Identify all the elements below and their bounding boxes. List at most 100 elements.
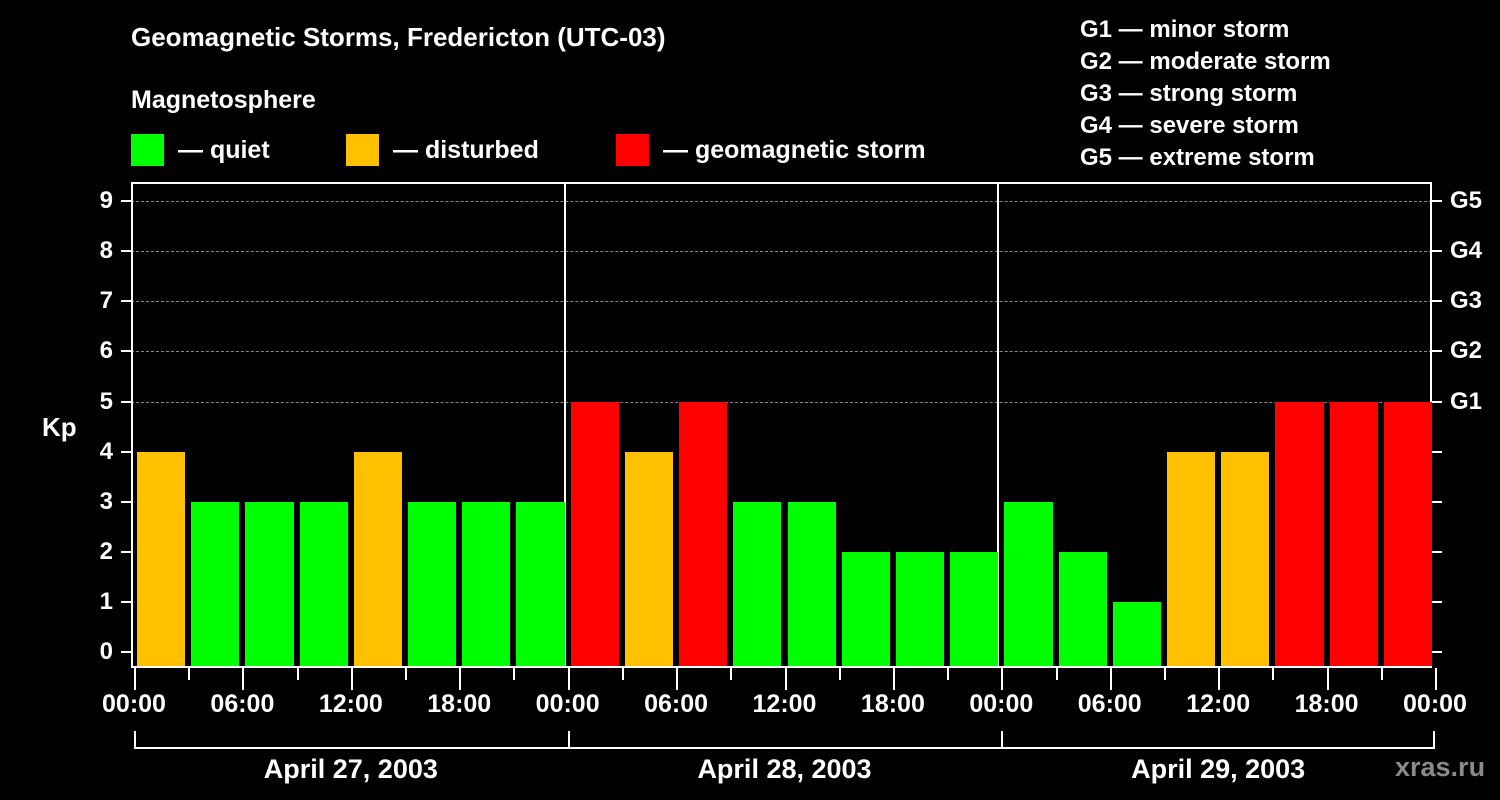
x-tick: [1435, 668, 1437, 690]
kp-bar: [245, 501, 294, 666]
x-tick: [730, 668, 733, 680]
g-scale-label: G2: [1450, 337, 1483, 365]
kp-bar: [1112, 601, 1161, 666]
legend-quiet-label: — quiet: [178, 135, 270, 164]
quiet-swatch: [131, 134, 164, 166]
y-tick-label: 5: [99, 387, 113, 415]
gridline: [131, 251, 1432, 253]
y-tick-label: 7: [99, 287, 113, 315]
y-tick: [121, 450, 131, 453]
y-tick-label: 3: [99, 487, 113, 515]
x-tick: [1163, 668, 1166, 680]
x-tick: [242, 668, 245, 690]
kp-bar: [516, 501, 565, 666]
x-tick: [1218, 668, 1221, 690]
x-tick: [567, 668, 570, 690]
x-tick-label: 12:00: [1186, 690, 1251, 718]
y-tick-label: 9: [99, 187, 113, 215]
g-scale-label: G5: [1450, 187, 1483, 215]
x-tick: [459, 668, 462, 690]
disturbed-swatch: [346, 134, 379, 166]
kp-bar: [733, 501, 782, 666]
g-scale-label: G3: [1450, 287, 1483, 315]
kp-bar: [1004, 501, 1053, 666]
x-tick: [892, 668, 895, 690]
x-tick: [188, 668, 191, 680]
x-tick: [405, 668, 408, 680]
chart-title: Geomagnetic Storms, Fredericton (UTC-03): [131, 22, 666, 52]
kp-bar: [1058, 551, 1107, 666]
y-tick: [121, 550, 131, 553]
x-tick: [621, 668, 624, 680]
g1-legend: G1 — minor storm: [1080, 16, 1290, 43]
date-label: April 27, 2003: [263, 754, 438, 784]
x-tick: [1001, 668, 1004, 690]
legend-disturbed-label: — disturbed: [393, 135, 539, 164]
y-tick: [121, 350, 131, 353]
kp-bar: [1221, 451, 1270, 666]
x-tick-label: 12:00: [318, 690, 383, 718]
watermark: xras.ru: [1395, 752, 1486, 782]
bracket-tick: [567, 731, 570, 749]
kp-bar: [137, 451, 186, 666]
date-bracket: [1001, 747, 1435, 749]
y-tick-label: 8: [99, 237, 113, 265]
x-tick-label: 00:00: [1403, 690, 1467, 718]
x-tick: [1109, 668, 1112, 690]
y-tick-right: [1432, 651, 1442, 653]
y-tick-right: [1432, 300, 1442, 303]
x-tick: [1272, 668, 1275, 680]
y-tick-label: 6: [99, 337, 113, 365]
kp-bar: [679, 401, 728, 666]
legend-storm: — geomagnetic storm: [616, 134, 926, 166]
y-tick: [121, 400, 131, 403]
gridline: [131, 401, 1432, 403]
date-bracket: [567, 747, 1002, 749]
g3-legend: G3 — strong storm: [1080, 80, 1298, 107]
y-tick-label: 4: [99, 437, 113, 465]
y-tick: [121, 250, 131, 253]
g-scale-legend: G1 — minor storm G2 — moderate storm G3 …: [1080, 14, 1331, 174]
x-tick-label: 18:00: [1294, 690, 1359, 718]
y-tick: [121, 651, 131, 653]
x-tick-label: 12:00: [752, 690, 817, 718]
date-bracket: [134, 747, 568, 749]
x-tick-label: 06:00: [1077, 690, 1142, 718]
kp-bar: [408, 501, 457, 666]
kp-bar: [1275, 401, 1324, 666]
y-tick-right: [1432, 350, 1442, 353]
y-tick-label: 2: [99, 537, 113, 565]
storm-swatch: [616, 134, 649, 166]
x-tick: [1055, 668, 1058, 680]
x-tick: [296, 668, 299, 680]
y-tick-label: 0: [99, 638, 113, 665]
kp-bar: [462, 501, 511, 666]
x-tick: [947, 668, 950, 680]
kp-bar: [1383, 401, 1432, 666]
bracket-tick: [1001, 731, 1004, 749]
x-tick: [134, 668, 136, 690]
y-tick: [121, 600, 131, 603]
x-tick: [1380, 668, 1383, 680]
date-label: April 29, 2003: [1131, 754, 1306, 784]
x-tick-label: 00:00: [102, 690, 166, 718]
kp-bar: [353, 451, 403, 666]
x-tick: [784, 668, 787, 690]
x-tick: [513, 668, 516, 680]
g-scale-label: G4: [1450, 237, 1483, 265]
kp-bar: [895, 551, 945, 666]
bracket-tick: [1433, 731, 1435, 749]
y-tick: [121, 200, 131, 203]
x-tick: [1326, 668, 1329, 690]
x-tick-label: 00:00: [969, 690, 1034, 718]
y-tick-right: [1432, 200, 1442, 203]
kp-bar: [299, 501, 348, 666]
legend-quiet: — quiet: [131, 134, 270, 166]
legend-disturbed: — disturbed: [346, 134, 539, 166]
x-tick-label: 18:00: [860, 690, 925, 718]
kp-bar: [1329, 401, 1378, 666]
kp-bar: [787, 501, 836, 666]
g2-legend: G2 — moderate storm: [1080, 48, 1331, 75]
kp-bar: [191, 501, 240, 666]
day-separator: [997, 182, 1000, 668]
